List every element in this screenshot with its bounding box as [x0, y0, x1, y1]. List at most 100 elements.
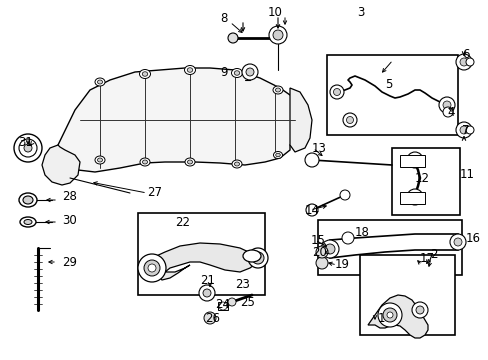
Ellipse shape — [273, 152, 282, 158]
Circle shape — [459, 58, 467, 66]
Ellipse shape — [19, 193, 37, 207]
Bar — [399, 155, 424, 167]
Circle shape — [465, 126, 473, 134]
Text: 7: 7 — [461, 123, 468, 136]
Ellipse shape — [184, 158, 195, 166]
Ellipse shape — [140, 158, 150, 166]
Circle shape — [411, 302, 427, 318]
Text: 26: 26 — [204, 311, 220, 324]
Circle shape — [406, 189, 422, 205]
Polygon shape — [152, 243, 258, 280]
Text: 20: 20 — [311, 246, 326, 258]
Circle shape — [148, 264, 156, 272]
Ellipse shape — [142, 160, 147, 164]
Text: 28: 28 — [62, 189, 77, 202]
Circle shape — [251, 252, 264, 264]
Ellipse shape — [24, 220, 32, 225]
Ellipse shape — [23, 196, 33, 204]
Ellipse shape — [234, 162, 239, 166]
Circle shape — [341, 232, 353, 244]
Ellipse shape — [187, 68, 192, 72]
Bar — [218, 302, 227, 310]
Circle shape — [203, 312, 216, 324]
Circle shape — [315, 257, 327, 269]
Ellipse shape — [231, 160, 242, 168]
Circle shape — [329, 85, 343, 99]
Circle shape — [410, 156, 418, 164]
Circle shape — [219, 302, 226, 310]
Circle shape — [272, 30, 283, 40]
Circle shape — [203, 289, 210, 297]
Text: 25: 25 — [240, 296, 254, 309]
Circle shape — [449, 234, 465, 250]
Text: 4: 4 — [446, 105, 453, 118]
Circle shape — [453, 238, 461, 246]
Circle shape — [386, 312, 392, 318]
Text: 29: 29 — [62, 256, 77, 269]
Bar — [359, 255, 454, 335]
Bar — [326, 55, 457, 135]
Ellipse shape — [95, 156, 105, 164]
Circle shape — [438, 97, 454, 113]
Circle shape — [315, 246, 327, 258]
Ellipse shape — [234, 71, 239, 75]
Circle shape — [24, 144, 32, 152]
Circle shape — [459, 126, 467, 134]
Circle shape — [465, 58, 473, 66]
Text: 10: 10 — [267, 5, 282, 18]
Circle shape — [346, 117, 353, 123]
Ellipse shape — [272, 86, 283, 94]
Ellipse shape — [97, 80, 102, 84]
Polygon shape — [42, 145, 80, 185]
Circle shape — [325, 244, 334, 254]
Circle shape — [143, 260, 160, 276]
Ellipse shape — [142, 72, 147, 76]
Circle shape — [320, 240, 338, 258]
Ellipse shape — [231, 68, 242, 77]
Text: 5: 5 — [384, 78, 391, 91]
Circle shape — [268, 26, 286, 44]
Circle shape — [442, 107, 452, 117]
Circle shape — [415, 306, 423, 314]
Text: 14: 14 — [305, 203, 319, 216]
Circle shape — [242, 64, 258, 80]
Circle shape — [410, 193, 418, 201]
Circle shape — [455, 54, 471, 70]
Ellipse shape — [95, 78, 105, 86]
Text: 3: 3 — [356, 5, 364, 18]
Circle shape — [339, 190, 349, 200]
Circle shape — [199, 285, 215, 301]
Circle shape — [377, 303, 401, 327]
Text: 21: 21 — [200, 274, 215, 287]
Text: 22: 22 — [175, 216, 190, 229]
Text: 17: 17 — [419, 252, 434, 265]
Polygon shape — [58, 68, 305, 172]
Bar — [391, 148, 459, 215]
Ellipse shape — [139, 69, 150, 78]
Ellipse shape — [187, 160, 192, 164]
Circle shape — [342, 113, 356, 127]
Circle shape — [455, 122, 471, 138]
Circle shape — [382, 308, 396, 322]
Ellipse shape — [20, 217, 36, 227]
Circle shape — [442, 101, 450, 109]
Circle shape — [14, 134, 42, 162]
Ellipse shape — [184, 66, 195, 75]
Circle shape — [227, 33, 238, 43]
Text: 8: 8 — [220, 12, 227, 24]
Text: 12: 12 — [414, 171, 429, 184]
Ellipse shape — [243, 250, 261, 262]
Ellipse shape — [97, 158, 102, 162]
Text: 18: 18 — [354, 226, 369, 239]
Text: 19: 19 — [334, 258, 349, 271]
Text: 31: 31 — [18, 135, 33, 148]
Text: 6: 6 — [461, 49, 468, 62]
Text: 15: 15 — [310, 234, 325, 247]
Bar — [317, 220, 461, 275]
Text: 23: 23 — [235, 279, 249, 292]
Text: 11: 11 — [459, 168, 474, 181]
Text: 27: 27 — [147, 186, 162, 199]
Text: 9: 9 — [220, 66, 227, 78]
Text: 24: 24 — [215, 297, 229, 310]
Text: 2: 2 — [429, 248, 437, 261]
